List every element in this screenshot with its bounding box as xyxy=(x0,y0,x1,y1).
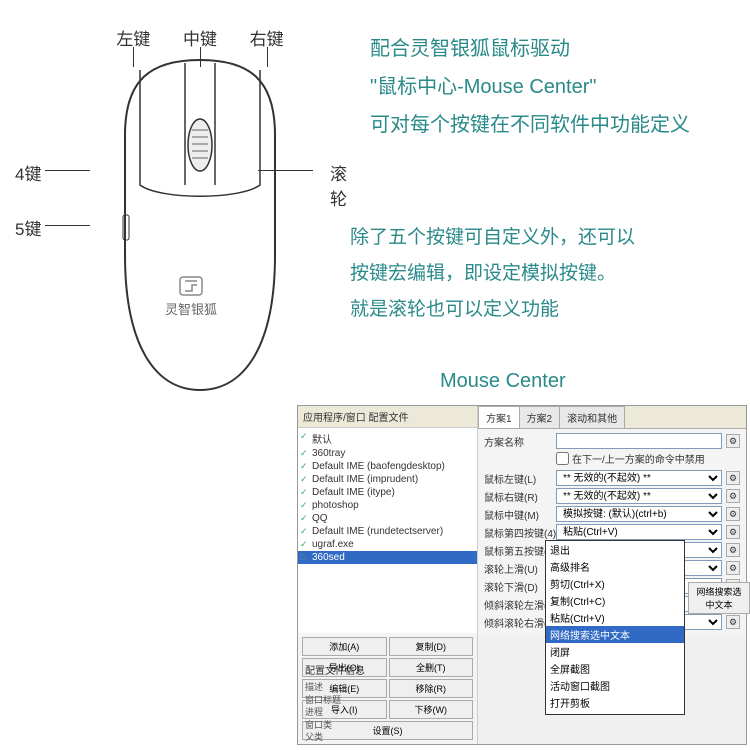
mapping-select[interactable]: ** 无效的(不起效) ** xyxy=(556,470,722,486)
gear-icon[interactable]: ⚙ xyxy=(726,434,740,448)
config-info-panel: 配置文件信息 描述窗口标题进程窗口类父类 xyxy=(300,662,475,747)
config-row: 进程 xyxy=(305,706,470,719)
label-middle-button: 中键 xyxy=(183,25,217,50)
dropdown-option[interactable]: 活动窗口截图 xyxy=(546,677,684,694)
dropdown-option[interactable]: 网络搜索选中文本 xyxy=(546,626,684,643)
scheme-name-label: 方案名称 xyxy=(484,434,552,449)
mouse-outline xyxy=(90,55,310,395)
mapping-label: 鼠标右键(R) xyxy=(484,489,552,504)
tree-item[interactable]: Default IME (itype) xyxy=(298,486,477,499)
gear-icon[interactable]: ⚙ xyxy=(726,525,740,539)
mapping-label: 倾斜滚轮右滑(G) xyxy=(484,615,552,630)
config-row: 窗口标题 xyxy=(305,694,470,707)
top-button-labels: 左键 中键 右键 xyxy=(100,25,300,50)
tree-item[interactable]: 360tray xyxy=(298,447,477,460)
tree-item[interactable]: 默认 xyxy=(298,430,477,447)
profiles-tree[interactable]: 默认360trayDefault IME (baofengdesktop)Def… xyxy=(298,428,477,633)
disable-checkbox-row[interactable]: 在下一/上一方案的命令中禁用 xyxy=(556,451,740,466)
scheme-tabs: 方案1 方案2 滚动和其他 xyxy=(478,406,746,429)
web-search-button[interactable]: 网络搜索选中文本 xyxy=(688,582,750,614)
dropdown-option[interactable]: 闭屏 xyxy=(546,643,684,660)
mapping-label: 倾斜滚轮左滑(I) xyxy=(484,597,552,612)
mapping-label: 鼠标第四按键(4) xyxy=(484,525,552,540)
mouse-logo: 灵智银狐 xyxy=(165,275,217,318)
mapping-row: 鼠标左键(L) ** 无效的(不起效) ** ⚙ xyxy=(484,470,740,486)
mapping-select[interactable]: 模拟按键: (默认)(ctrl+b) xyxy=(556,506,722,522)
dropdown-option[interactable]: 打开剪板 xyxy=(546,694,684,711)
dropdown-option[interactable]: 复制(Ctrl+C) xyxy=(546,592,684,609)
mapping-label: 鼠标中键(M) xyxy=(484,507,552,522)
mapping-row: 鼠标中键(M) 模拟按键: (默认)(ctrl+b) ⚙ xyxy=(484,506,740,522)
gear-icon[interactable]: ⚙ xyxy=(726,507,740,521)
label-right-button: 右键 xyxy=(250,25,284,50)
tree-item[interactable]: QQ xyxy=(298,512,477,525)
dropdown-option[interactable]: 剪切(Ctrl+X) xyxy=(546,575,684,592)
tree-item[interactable]: 360sed xyxy=(298,551,477,564)
gear-icon[interactable]: ⚙ xyxy=(726,489,740,503)
mapping-label: 滚轮下滑(D) xyxy=(484,579,552,594)
mapping-select[interactable]: ** 无效的(不起效) ** xyxy=(556,488,722,504)
config-row: 窗口类 xyxy=(305,719,470,732)
disable-checkbox[interactable] xyxy=(556,452,569,465)
mapping-label: 鼠标第五按键(5) xyxy=(484,543,552,558)
gear-icon[interactable]: ⚙ xyxy=(726,471,740,485)
mouse-center-title: Mouse Center xyxy=(440,370,566,393)
mapping-select[interactable]: 粘贴(Ctrl+V) xyxy=(556,524,722,540)
gear-icon[interactable]: ⚙ xyxy=(726,543,740,557)
label-wheel: 滚轮 xyxy=(330,160,350,210)
gear-icon[interactable]: ⚙ xyxy=(726,561,740,575)
mapping-row: 鼠标右键(R) ** 无效的(不起效) ** ⚙ xyxy=(484,488,740,504)
tree-item[interactable]: Default IME (rundetectserver) xyxy=(298,525,477,538)
gear-icon[interactable]: ⚙ xyxy=(726,615,740,629)
dropdown-option[interactable]: 退出 xyxy=(546,541,684,558)
tree-item[interactable]: ugraf.exe xyxy=(298,538,477,551)
scheme-name-input[interactable] xyxy=(556,433,722,449)
tab-scheme1[interactable]: 方案1 xyxy=(478,406,520,428)
tab-scheme2[interactable]: 方案2 xyxy=(519,406,561,428)
profiles-header: 应用程序/窗口 配置文件 xyxy=(298,406,477,428)
tab-scroll-other[interactable]: 滚动和其他 xyxy=(559,406,625,428)
tree-item[interactable]: Default IME (baofengdesktop) xyxy=(298,460,477,473)
tree-item[interactable]: Default IME (imprudent) xyxy=(298,473,477,486)
mouse-diagram: 左键 中键 右键 4键 5键 滚轮 灵智银狐 xyxy=(50,10,350,410)
mapping-label: 鼠标左键(L) xyxy=(484,471,552,486)
add-button[interactable]: 添加(A) xyxy=(302,637,387,656)
tree-item[interactable]: photoshop xyxy=(298,499,477,512)
copy-button[interactable]: 复制(D) xyxy=(389,637,474,656)
dropdown-option[interactable]: 下一个窗口 xyxy=(546,711,684,715)
config-row: 父类 xyxy=(305,731,470,744)
label-left-button: 左键 xyxy=(116,25,150,50)
description-top: 配合灵智银狐鼠标驱动 "鼠标中心-Mouse Center" 可对每个按键在不同… xyxy=(370,30,690,144)
mapping-row: 鼠标第四按键(4) 粘贴(Ctrl+V) ⚙ xyxy=(484,524,740,540)
label-button-4: 4键 xyxy=(15,160,41,185)
description-middle: 除了五个按键可自定义外，还可以 按键宏编辑，即设定模拟按键。 就是滚轮也可以定义… xyxy=(350,220,635,328)
config-row: 描述 xyxy=(305,681,470,694)
mapping-label: 滚轮上滑(U) xyxy=(484,561,552,576)
dropdown-option[interactable]: 全屏截图 xyxy=(546,660,684,677)
web-search-button-wrap: 网络搜索选中文本 xyxy=(688,582,750,614)
action-dropdown-list[interactable]: 退出高级排名剪切(Ctrl+X)复制(Ctrl+C)粘贴(Ctrl+V)网络搜索… xyxy=(545,540,685,715)
dropdown-option[interactable]: 粘贴(Ctrl+V) xyxy=(546,609,684,626)
label-button-5: 5键 xyxy=(15,215,41,240)
dropdown-option[interactable]: 高级排名 xyxy=(546,558,684,575)
